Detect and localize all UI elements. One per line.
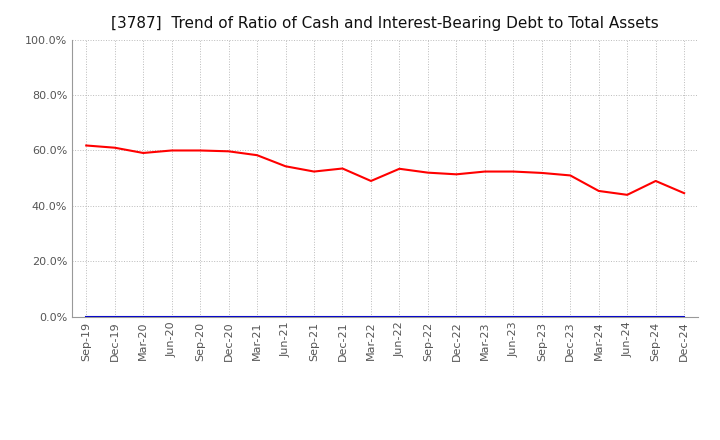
Cash <box>167 148 176 153</box>
Interest-Bearing Debt <box>537 314 546 319</box>
Interest-Bearing Debt <box>82 314 91 319</box>
Title: [3787]  Trend of Ratio of Cash and Interest-Bearing Debt to Total Assets: [3787] Trend of Ratio of Cash and Intere… <box>112 16 659 32</box>
Cash <box>537 170 546 176</box>
Cash <box>652 178 660 183</box>
Cash <box>139 150 148 156</box>
Cash <box>82 143 91 148</box>
Interest-Bearing Debt <box>110 314 119 319</box>
Interest-Bearing Debt <box>480 314 489 319</box>
Cash <box>480 169 489 174</box>
Interest-Bearing Debt <box>423 314 432 319</box>
Interest-Bearing Debt <box>366 314 375 319</box>
Interest-Bearing Debt <box>395 314 404 319</box>
Interest-Bearing Debt <box>652 314 660 319</box>
Interest-Bearing Debt <box>680 314 688 319</box>
Cash <box>196 148 204 153</box>
Cash <box>623 192 631 198</box>
Cash <box>595 188 603 194</box>
Cash <box>253 153 261 158</box>
Cash <box>395 166 404 172</box>
Cash <box>110 145 119 150</box>
Cash <box>566 173 575 178</box>
Interest-Bearing Debt <box>167 314 176 319</box>
Interest-Bearing Debt <box>282 314 290 319</box>
Cash <box>310 169 318 174</box>
Cash <box>338 166 347 171</box>
Interest-Bearing Debt <box>253 314 261 319</box>
Cash <box>225 149 233 154</box>
Cash <box>282 164 290 169</box>
Line: Cash: Cash <box>86 146 684 195</box>
Interest-Bearing Debt <box>310 314 318 319</box>
Interest-Bearing Debt <box>566 314 575 319</box>
Cash <box>452 172 461 177</box>
Interest-Bearing Debt <box>225 314 233 319</box>
Interest-Bearing Debt <box>338 314 347 319</box>
Interest-Bearing Debt <box>509 314 518 319</box>
Interest-Bearing Debt <box>595 314 603 319</box>
Cash <box>680 191 688 196</box>
Cash <box>366 178 375 183</box>
Interest-Bearing Debt <box>452 314 461 319</box>
Interest-Bearing Debt <box>139 314 148 319</box>
Interest-Bearing Debt <box>196 314 204 319</box>
Cash <box>509 169 518 174</box>
Cash <box>423 170 432 175</box>
Interest-Bearing Debt <box>623 314 631 319</box>
